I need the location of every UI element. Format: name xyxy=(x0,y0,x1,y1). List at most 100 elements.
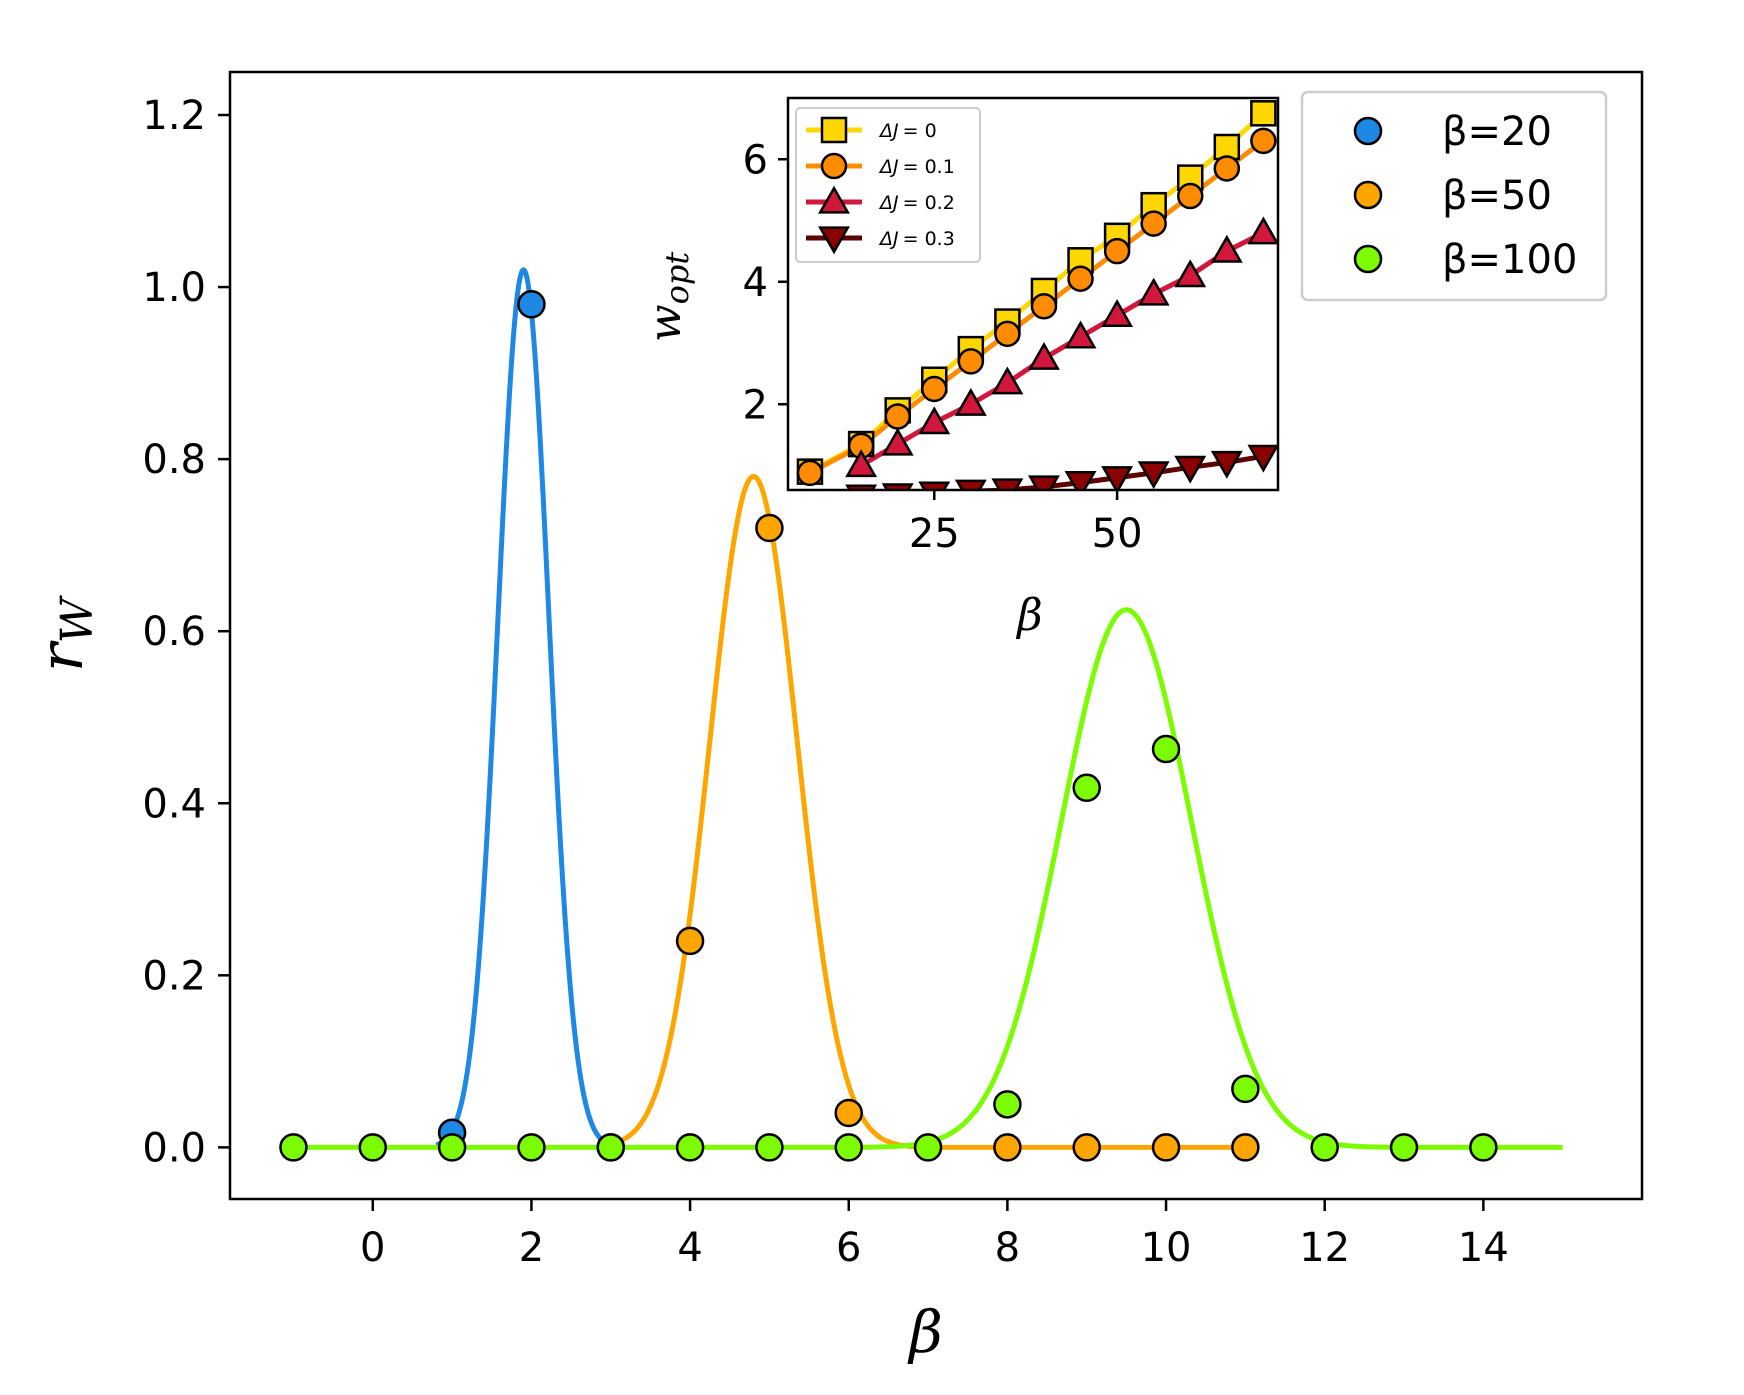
data-point-1-2 xyxy=(834,1098,863,1128)
inset-y-axis-title-main: w xyxy=(640,304,691,342)
inset-point-1-3 xyxy=(921,375,948,403)
inset-point-3-11 xyxy=(1247,444,1278,473)
inset-point-3-9 xyxy=(1174,455,1207,484)
inset-y-axis-title: wopt xyxy=(640,252,696,342)
data-point-2-0 xyxy=(279,1133,308,1162)
data-point-2-13 xyxy=(1310,1133,1339,1162)
inset-series xyxy=(796,100,1278,490)
inset-y-tick-label: 2 xyxy=(743,382,768,428)
data-point-2-9 xyxy=(993,1090,1022,1119)
inset-point-1-0 xyxy=(796,459,824,487)
x-tick-label: 14 xyxy=(1458,1225,1509,1271)
legend-box xyxy=(1300,90,1608,302)
data-point-1-3 xyxy=(993,1133,1022,1162)
y-tick-label: 0.0 xyxy=(142,1125,206,1171)
inset-point-2-0 xyxy=(845,449,878,478)
inset-legend-label-value: = 0 xyxy=(903,120,937,142)
inset-legend-label-prefix: ΔJ xyxy=(878,192,899,214)
inset-point-3-3 xyxy=(954,479,987,490)
main-legend: β=20 β=50 β=100 xyxy=(1300,90,1608,302)
inset-point-3-10 xyxy=(1210,450,1243,479)
inset-point-3-2 xyxy=(918,481,951,490)
inset-legend-label-prefix: ΔJ xyxy=(878,156,899,178)
inset-point-3-7 xyxy=(1101,466,1134,490)
inset-point-1-7 xyxy=(1067,265,1094,292)
x-tick-label: 12 xyxy=(1299,1225,1350,1271)
inset-legend-label-0: ΔJ = 0 xyxy=(878,120,937,142)
y-tick-label: 0.2 xyxy=(142,953,206,999)
inset-point-2-11 xyxy=(1247,216,1278,245)
data-point-2-1 xyxy=(358,1133,388,1162)
inset-point-2-10 xyxy=(1210,234,1243,263)
inset-x-tick-label: 25 xyxy=(909,511,960,557)
plot-frame xyxy=(228,70,1644,1201)
inset-point-0-11 xyxy=(1213,133,1241,161)
inset-legend-label-prefix: ΔJ xyxy=(878,120,899,142)
data-point-2-15 xyxy=(1469,1133,1498,1162)
inset-legend: ΔJ = 0ΔJ = 0.1ΔJ = 0.2ΔJ = 0.3 xyxy=(795,107,981,263)
legend-label-2: β=100 xyxy=(1442,237,1577,283)
inset-legend-marker-2 xyxy=(818,185,850,214)
inset-y-tick-label: 6 xyxy=(743,137,768,183)
x-tick-label: 0 xyxy=(360,1225,385,1271)
inset-legend-marker-0 xyxy=(820,116,848,144)
x-tick-label: 2 xyxy=(519,1225,544,1271)
inset-point-1-8 xyxy=(1103,237,1131,265)
inset-point-2-7 xyxy=(1101,299,1134,328)
data-point-1-6 xyxy=(1231,1133,1260,1162)
inset-point-2-9 xyxy=(1174,259,1207,288)
series-line-0 xyxy=(434,267,609,1148)
inset-y-axis-title-sub: opt xyxy=(658,252,696,305)
data-point-2-7 xyxy=(834,1133,863,1162)
inset-y-tick-label: 4 xyxy=(743,260,768,306)
inset-point-3-8 xyxy=(1137,461,1170,490)
inset-point-3-1 xyxy=(881,483,914,490)
inset-legend-label-2: ΔJ = 0.2 xyxy=(878,192,955,214)
inset-legend-label-prefix: ΔJ xyxy=(878,228,899,250)
inset-point-1-9 xyxy=(1140,210,1167,237)
data-point-1-0 xyxy=(675,926,705,956)
data-point-2-10 xyxy=(1072,773,1101,803)
inset-legend-label-3: ΔJ = 0.3 xyxy=(878,228,955,250)
data-point-2-4 xyxy=(596,1133,626,1162)
inset-point-3-4 xyxy=(991,478,1024,490)
x-tick-label: 4 xyxy=(677,1225,702,1271)
y-tick-label: 1.2 xyxy=(142,93,206,139)
inset-point-1-5 xyxy=(994,320,1021,348)
data-point-2-5 xyxy=(675,1133,705,1162)
series-points xyxy=(279,290,1498,1162)
data-point-0-1 xyxy=(517,290,546,319)
y-axis-title-sub: W xyxy=(52,594,103,643)
data-point-2-11 xyxy=(1151,734,1181,764)
x-axis-title: β xyxy=(907,1298,943,1366)
inset-point-2-6 xyxy=(1064,320,1097,349)
inset-point-1-12 xyxy=(1250,127,1277,155)
inset-point-1-4 xyxy=(957,348,985,375)
x-tick-label: 6 xyxy=(836,1225,861,1271)
x-tick-label: 10 xyxy=(1141,1225,1192,1271)
data-point-1-5 xyxy=(1151,1133,1181,1162)
inset-point-1-11 xyxy=(1213,155,1241,182)
data-point-2-12 xyxy=(1231,1074,1260,1104)
y-axis-title-main: r xyxy=(27,640,97,672)
inset-point-3-6 xyxy=(1064,471,1097,490)
inset-frame xyxy=(786,96,1280,492)
y-tick-label: 0.8 xyxy=(142,437,206,483)
y-tick-label: 0.6 xyxy=(142,609,206,655)
data-point-2-8 xyxy=(913,1133,943,1162)
inset-legend-label-value: = 0.1 xyxy=(903,156,955,178)
data-point-1-1 xyxy=(755,513,784,543)
inset-point-2-2 xyxy=(918,406,951,435)
y-tick-label: 0.4 xyxy=(142,781,206,827)
inset-point-2-8 xyxy=(1137,277,1170,306)
inset-point-2-5 xyxy=(1028,341,1060,370)
inset-x-axis-title: β xyxy=(1015,590,1042,641)
legend-marker-1 xyxy=(1353,180,1383,210)
inset-legend-box xyxy=(795,107,981,263)
x-tick-label: 8 xyxy=(995,1225,1020,1271)
y-axis-title: rW xyxy=(27,594,103,672)
inset-point-2-3 xyxy=(954,387,987,416)
data-point-1-4 xyxy=(1072,1133,1101,1162)
